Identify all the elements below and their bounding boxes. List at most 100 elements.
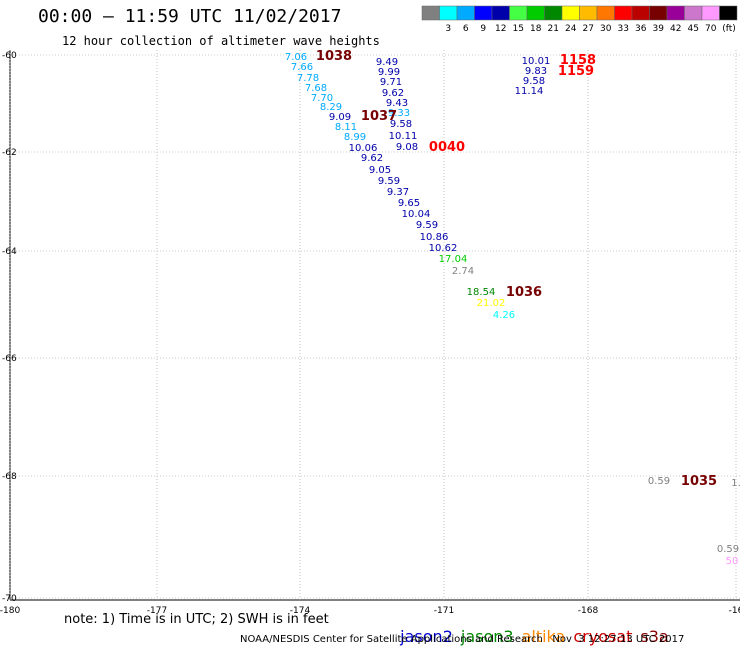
swh-value: 9.83 bbox=[525, 66, 547, 77]
legend-swatch bbox=[439, 5, 458, 21]
swh-value: 9.62 bbox=[382, 88, 404, 99]
legend-label: 27 bbox=[583, 24, 594, 34]
pass-time: 1035 bbox=[681, 474, 717, 489]
legend-label: 12 bbox=[495, 24, 506, 34]
swh-observations: 7.067.667.787.687.708.299.098.118.9910.0… bbox=[285, 52, 740, 567]
swh-value: 8.29 bbox=[320, 102, 342, 113]
legend-swatch bbox=[509, 5, 528, 21]
pass-time: 1038 bbox=[316, 49, 352, 64]
units-note: note: 1) Time is in UTC; 2) SWH is in fe… bbox=[64, 612, 329, 627]
swh-value: 9.58 bbox=[523, 76, 545, 87]
swh-value: 9.59 bbox=[378, 176, 400, 187]
swh-value: 9.43 bbox=[386, 98, 408, 109]
mission-s3a: s3a bbox=[640, 627, 669, 646]
swh-value: 9.08 bbox=[396, 142, 418, 153]
swh-value: 10.01 bbox=[522, 56, 551, 67]
pass-time: 0040 bbox=[429, 140, 465, 155]
lat-tick-label: -64 bbox=[2, 247, 17, 257]
swh-value: 9.65 bbox=[398, 198, 420, 209]
lat-tick-label: -60 bbox=[2, 51, 17, 61]
legend-swatch bbox=[684, 5, 703, 21]
legend-label: 70 bbox=[705, 24, 717, 34]
legend-swatch bbox=[719, 5, 738, 21]
mission-cryosat: cryosat bbox=[573, 627, 633, 646]
pass-time: 1159 bbox=[558, 64, 594, 79]
swh-value: 9.49 bbox=[376, 57, 398, 68]
swh-value: 1. bbox=[731, 478, 740, 489]
swh-value: 11.14 bbox=[515, 86, 544, 97]
swh-value: 10.62 bbox=[429, 243, 458, 254]
lat-tick-label: -62 bbox=[2, 148, 17, 158]
swh-value: 50 bbox=[726, 556, 739, 567]
legend-label: 36 bbox=[635, 24, 647, 34]
swh-value: 9.58 bbox=[390, 119, 412, 130]
swh-value: 9.09 bbox=[329, 112, 351, 123]
swh-value: 7.70 bbox=[311, 93, 333, 104]
lon-tick-label: -168 bbox=[578, 606, 599, 616]
swh-value: 10.04 bbox=[402, 209, 431, 220]
swh-value: 0.59 bbox=[717, 544, 739, 555]
legend-swatch bbox=[474, 5, 493, 21]
swh-value: 7.06 bbox=[285, 52, 307, 63]
legend-swatch bbox=[544, 5, 563, 21]
legend-label: 3 bbox=[445, 24, 451, 34]
legend-swatch bbox=[614, 5, 633, 21]
lon-tick-label: -180 bbox=[0, 606, 20, 616]
lat-tick-label: -66 bbox=[2, 354, 17, 364]
swh-value: 10.06 bbox=[349, 143, 378, 154]
mission-jason2: jason2 bbox=[400, 627, 453, 646]
legend-unit: (ft) bbox=[722, 24, 736, 34]
mission-jason3: jason3 bbox=[460, 627, 514, 646]
legend-swatch bbox=[596, 5, 615, 21]
legend-swatch bbox=[649, 5, 668, 21]
swh-value: 4.26 bbox=[493, 310, 515, 321]
legend-swatch bbox=[526, 5, 545, 21]
swh-value: 7.66 bbox=[291, 62, 313, 73]
lon-tick-label: -16 bbox=[729, 606, 740, 616]
credit-line: NOAA/NESDIS Center for Satellite Applica… bbox=[240, 634, 685, 645]
swh-value: 18.54 bbox=[467, 287, 496, 298]
legend-label: 42 bbox=[670, 24, 681, 34]
swh-value: 9.99 bbox=[378, 67, 400, 78]
legend-label: 33 bbox=[618, 24, 629, 34]
legend-label: 21 bbox=[548, 24, 559, 34]
swh-value: 9.37 bbox=[387, 187, 409, 198]
pass-time: 1037 bbox=[361, 109, 397, 124]
swh-value: 9.62 bbox=[361, 153, 383, 164]
swh-value: 21.02 bbox=[477, 298, 506, 309]
swh-value: 7.68 bbox=[305, 83, 327, 94]
swh-value: 9.05 bbox=[369, 165, 391, 176]
legend-label: 15 bbox=[513, 24, 524, 34]
legend-label: 18 bbox=[530, 24, 542, 34]
legend-label: 30 bbox=[600, 24, 612, 34]
map-subtitle: 12 hour collection of altimeter wave hei… bbox=[62, 34, 380, 48]
legend-swatch bbox=[491, 5, 510, 21]
map-frame bbox=[9, 50, 740, 601]
mission-legend: jason2 jason3 altika cryosat s3a bbox=[390, 608, 677, 646]
swh-value: 8.99 bbox=[344, 132, 366, 143]
swh-value: 0.59 bbox=[648, 476, 670, 487]
swh-value: 2.74 bbox=[452, 266, 474, 277]
legend-swatch bbox=[421, 5, 440, 21]
lon-tick-label: -174 bbox=[290, 606, 311, 616]
swh-value: 7.78 bbox=[297, 73, 319, 84]
lon-tick-label: -171 bbox=[434, 606, 454, 616]
legend-label: 24 bbox=[565, 24, 577, 34]
swh-value: 9.59 bbox=[416, 220, 438, 231]
lat-lon-grid bbox=[9, 50, 740, 600]
legend-swatch bbox=[701, 5, 720, 21]
legend-swatch bbox=[631, 5, 650, 21]
legend-swatch bbox=[561, 5, 580, 21]
lon-tick-label: -177 bbox=[147, 606, 167, 616]
legend-label: 9 bbox=[480, 24, 486, 34]
pass-time: 1036 bbox=[506, 285, 542, 300]
map-title: 00:00 – 11:59 UTC 11/02/2017 bbox=[38, 6, 342, 27]
axis-tick-labels: -60 -62 -64 -66 -68 -70 -180 -177 -174 -171 -168 -1… bbox=[0, 51, 740, 616]
swh-value: 17.04 bbox=[439, 254, 468, 265]
color-legend: 3 6 9 12 15 18 21 24 27 30 33 36 39 42 45 70 (ft) bbox=[421, 5, 738, 34]
swh-value: 10.11 bbox=[389, 131, 418, 142]
swh-value: 9.71 bbox=[380, 77, 402, 88]
swh-value: 8.11 bbox=[335, 122, 357, 133]
